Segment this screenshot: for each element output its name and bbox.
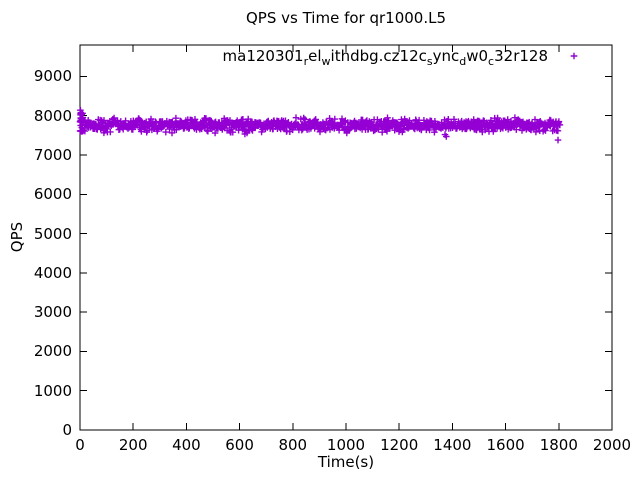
x-tick-label: 800: [278, 436, 308, 454]
x-tick-label: 2000: [592, 436, 632, 454]
chart-title: QPS vs Time for qr1000.L5: [245, 9, 446, 27]
y-tick-label: 1000: [33, 381, 72, 400]
x-tick-label: 600: [225, 436, 254, 454]
y-tick-label: 4000: [33, 263, 72, 282]
x-tick-label: 0: [75, 436, 85, 454]
x-tick-label: 1600: [486, 436, 525, 454]
x-tick-label: 1400: [433, 436, 472, 454]
x-tick-label: 1000: [326, 436, 366, 454]
x-tick-label: 1200: [380, 436, 419, 454]
y-tick-label: 3000: [33, 303, 72, 322]
x-axis-title: Time(s): [317, 453, 375, 471]
x-tick-label: 200: [118, 436, 148, 454]
x-tick-label: 1800: [539, 436, 578, 454]
y-tick-label: 7000: [33, 146, 72, 164]
legend-marker: [570, 52, 578, 60]
y-tick-label: 0: [62, 421, 72, 439]
y-tick-label: 5000: [33, 224, 72, 243]
axes-and-ticks: [79, 44, 613, 431]
y-tick-label: 6000: [33, 185, 72, 204]
legend-entry: ma120301relwithdbg.cz12csyncdw0c32r128: [80, 47, 548, 71]
data-points-layer: [76, 106, 564, 144]
y-axis-title: QPS: [8, 221, 26, 253]
legend-series-label: ma120301relwithdbg.cz12csyncdw0c32r128: [222, 47, 548, 68]
y-tick-label: 2000: [33, 342, 72, 361]
y-tick-label: 9000: [33, 67, 72, 86]
x-tick-label: 400: [172, 436, 201, 454]
y-tick-label: 8000: [33, 106, 72, 125]
